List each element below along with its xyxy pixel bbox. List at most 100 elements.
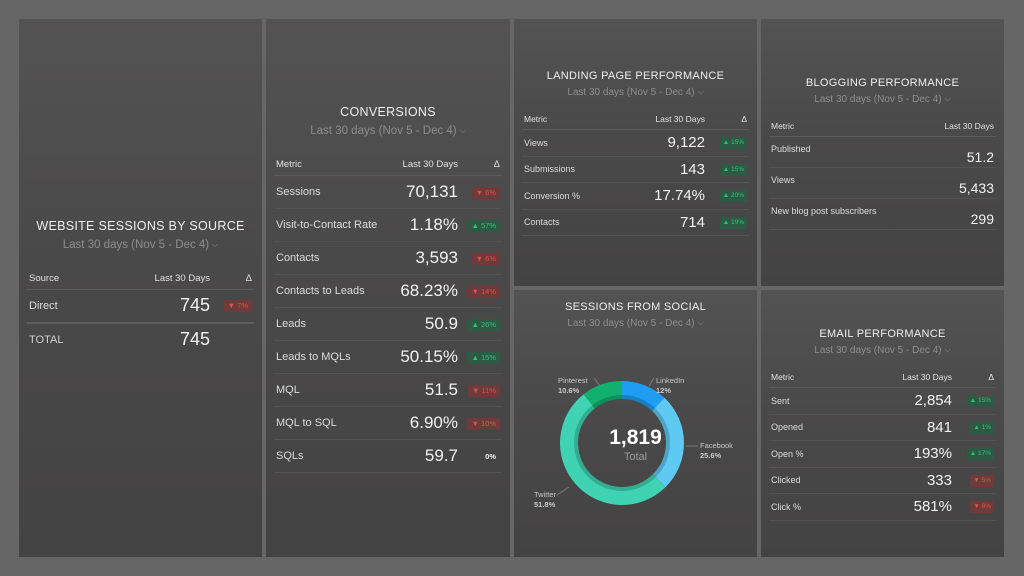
total-row: TOTAL 745	[27, 321, 254, 356]
date-range-label: Last 30 days (Nov 5 - Dec 4)	[310, 125, 457, 137]
segment-percent: 12%	[656, 386, 672, 395]
donut-svg	[556, 377, 698, 505]
donut-segment-linkedin[interactable]	[622, 381, 665, 411]
blogging-table: Metric Last 30 Days Published 51.2 Views …	[769, 121, 996, 230]
delta-badge: ▲ 15%	[467, 351, 500, 364]
total-value: 745	[99, 321, 212, 356]
donut-total-value: 1,819	[609, 426, 662, 449]
column-header-metric: Metric	[522, 114, 619, 130]
delta-badge: ▼ 7%	[223, 300, 252, 313]
row-label: SQLs	[274, 439, 392, 473]
column-header-delta: Δ	[707, 114, 749, 130]
row-label: Views	[769, 167, 922, 199]
row-label: Contacts	[274, 241, 392, 275]
delta-badge: ▼ 10%	[467, 417, 500, 430]
landing-page-table: Metric Last 30 Days Δ Views 9,122 ▲ 15% Su…	[522, 114, 749, 236]
row-label: MQL	[274, 373, 392, 407]
delta-badge: ▲ 20%	[719, 190, 747, 203]
row-label: Sessions	[274, 175, 392, 209]
row-label: Leads	[274, 307, 392, 341]
date-range-dropdown[interactable]: Last 30 days (Nov 5 - Dec 4) ⌵	[522, 318, 749, 329]
segment-name: Facebook	[700, 441, 733, 450]
column-header-metric: Metric	[274, 159, 392, 176]
row-label: Clicked	[769, 467, 844, 494]
row-label: Click %	[769, 493, 844, 521]
donut-segment-facebook[interactable]	[652, 397, 684, 488]
column-header-source: Source	[27, 273, 100, 290]
conversions-table: Metric Last 30 Days Δ Sessions 70,131 ▼ 6…	[274, 159, 502, 473]
leader-line-twitter	[556, 486, 570, 496]
total-label: TOTAL	[27, 321, 100, 356]
row-value: 299	[921, 198, 996, 230]
table-row: Contacts 714 ▲ 19%	[522, 209, 749, 236]
donut-segment-twitter[interactable]	[560, 394, 666, 505]
row-value: 2,854	[843, 387, 954, 415]
table-row: Contacts 3,593 ▼ 6%	[274, 241, 502, 275]
donut-label-pinterest: Pinterest 10.6%	[558, 376, 588, 396]
row-value: 143	[618, 156, 707, 183]
row-label: Opened	[769, 414, 844, 441]
table-row: Sessions 70,131 ▼ 6%	[274, 175, 502, 209]
date-range-label: Last 30 days (Nov 5 - Dec 4)	[814, 345, 942, 356]
widget-title: WEBSITE SESSIONS BY SOURCE	[36, 219, 245, 233]
leader-line-linkedin	[648, 377, 655, 387]
delta-badge: ▲ 1%	[970, 421, 994, 434]
row-value: 6.90%	[391, 406, 460, 440]
row-value: 51.2	[921, 136, 996, 168]
column-header-last-30-days: Last 30 Days	[391, 159, 460, 176]
delta-badge: ▲ 57%	[467, 219, 500, 232]
row-value: 50.9	[391, 307, 460, 341]
table-row: Clicked 333 ▼ 5%	[769, 467, 996, 494]
chevron-down-icon: ⌵	[697, 318, 704, 327]
delta-badge: 0%	[485, 451, 496, 461]
column-header-metric: Metric	[769, 372, 844, 388]
table-row: SQLs 59.7 0%	[274, 439, 502, 473]
date-range-dropdown[interactable]: Last 30 days (Nov 5 - Dec 4) ⌵	[769, 94, 996, 105]
column-header-last-30-days: Last 30 Days	[843, 372, 954, 388]
row-value: 9,122	[618, 129, 707, 157]
date-range-dropdown[interactable]: Last 30 days (Nov 5 - Dec 4) ⌵	[274, 125, 502, 137]
panel-conversions: CONVERSIONS Last 30 days (Nov 5 - Dec 4)…	[266, 19, 510, 557]
row-value: 51.5	[391, 373, 460, 407]
row-value: 841	[843, 414, 954, 441]
donut-inner-ring	[574, 395, 670, 491]
delta-badge: ▼ 8%	[970, 501, 994, 514]
date-range-dropdown[interactable]: Last 30 days (Nov 5 - Dec 4) ⌵	[769, 345, 996, 356]
segment-percent: 51.8%	[534, 500, 556, 509]
row-value: 68.23%	[391, 274, 460, 308]
row-label: Conversion %	[522, 182, 619, 210]
chevron-down-icon: ⌵	[944, 345, 951, 354]
table-row: MQL 51.5 ▼ 11%	[274, 373, 502, 407]
email-table: Metric Last 30 Days Δ Sent 2,854 ▲ 15% Ope…	[769, 372, 996, 521]
date-range-label: Last 30 days (Nov 5 - Dec 4)	[814, 94, 942, 105]
table-row: Views 9,122 ▲ 15%	[522, 129, 749, 157]
column-header-delta: Δ	[954, 372, 996, 388]
date-range-dropdown[interactable]: Last 30 days (Nov 5 - Dec 4) ⌵	[522, 87, 749, 98]
donut-segment-pinterest[interactable]	[583, 381, 622, 409]
delta-badge: ▲ 19%	[719, 216, 747, 229]
date-range-dropdown[interactable]: Last 30 days (Nov 5 - Dec 4) ⌵	[27, 239, 254, 251]
table-row: New blog post subscribers 299	[769, 198, 996, 230]
row-value: 745	[99, 289, 212, 323]
chevron-down-icon: ⌵	[212, 240, 219, 249]
delta-badge: ▲ 17%	[966, 448, 994, 461]
table-row: Visit-to-Contact Rate 1.18% ▲ 57%	[274, 208, 502, 242]
column-header-delta: Δ	[460, 159, 502, 176]
table-row: Click % 581% ▼ 8%	[769, 493, 996, 521]
column-header-last-30-days: Last 30 Days	[618, 114, 707, 130]
widget-title: SESSIONS FROM SOCIAL	[564, 301, 707, 313]
row-label: MQL to SQL	[274, 406, 392, 440]
delta-badge: ▲ 15%	[966, 395, 994, 408]
date-range-label: Last 30 days (Nov 5 - Dec 4)	[62, 239, 210, 251]
row-value: 581%	[843, 493, 954, 521]
row-label: Contacts	[522, 209, 619, 236]
row-value: 59.7	[391, 439, 460, 473]
leader-line-pinterest	[593, 377, 601, 387]
row-value: 333	[843, 467, 954, 494]
delta-badge: ▼ 5%	[970, 474, 994, 487]
chevron-down-icon: ⌵	[459, 126, 466, 135]
widget-title: BLOGGING PERFORMANCE	[805, 77, 960, 89]
delta-badge: ▲ 15%	[719, 137, 747, 150]
panel-email-performance: EMAIL PERFORMANCE Last 30 days (Nov 5 - …	[761, 290, 1004, 557]
row-label: New blog post subscribers	[769, 198, 922, 230]
